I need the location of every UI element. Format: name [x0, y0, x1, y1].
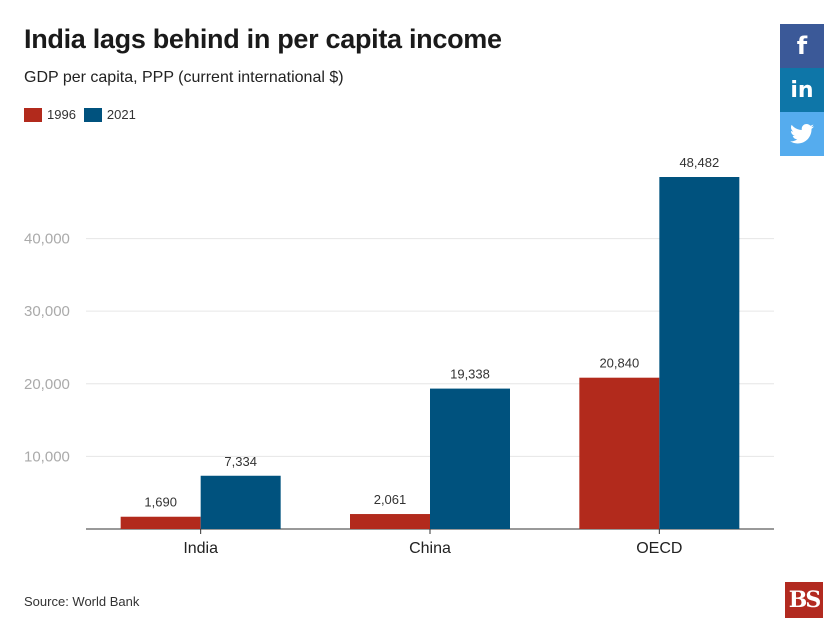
bar-oecd-2021: [659, 177, 740, 529]
chart-title: India lags behind in per capita income: [24, 24, 502, 54]
bar-india-2021: [200, 475, 281, 529]
legend-swatch-1996: [24, 107, 42, 122]
share-bar: f in: [780, 24, 824, 156]
bar-oecd-1996: [579, 377, 660, 529]
bar-china-2021: [430, 388, 510, 529]
y-tick-label: 40,000: [24, 231, 70, 248]
data-label: 1,690: [144, 495, 177, 510]
y-tick-label: 30,000: [24, 303, 70, 320]
data-label: 20,840: [599, 356, 639, 371]
twitter-share-button[interactable]: [780, 112, 824, 156]
facebook-icon: f: [796, 32, 808, 60]
facebook-share-button[interactable]: f: [780, 24, 824, 68]
legend-label-1996: 1996: [47, 107, 76, 122]
legend: 1996 2021: [24, 107, 144, 122]
chart-subtitle: GDP per capita, PPP (current internation…: [24, 69, 344, 86]
y-tick-label: 20,000: [24, 376, 70, 393]
y-tick-label: 10,000: [24, 448, 70, 465]
legend-label-2021: 2021: [106, 107, 136, 122]
linkedin-share-button[interactable]: in: [780, 68, 824, 112]
data-label: 48,482: [679, 155, 719, 170]
bar-india-1996: [120, 516, 201, 529]
linkedin-icon: in: [790, 77, 814, 103]
bar-china-1996: [350, 514, 430, 529]
data-label: 2,061: [374, 492, 407, 507]
data-label: 19,338: [450, 367, 490, 382]
legend-swatch-2021: [83, 107, 102, 122]
legend-item-1996: 1996: [24, 107, 76, 122]
legend-item-2021: 2021: [83, 107, 136, 122]
twitter-icon: [790, 124, 814, 144]
x-tick-label-india: India: [183, 540, 218, 557]
x-tick-label-china: China: [409, 540, 451, 557]
source-note: Source: World Bank: [24, 594, 140, 609]
business-standard-logo: BS: [785, 582, 823, 618]
data-label: 7,334: [224, 454, 257, 469]
x-tick-label-oecd: OECD: [636, 540, 682, 557]
